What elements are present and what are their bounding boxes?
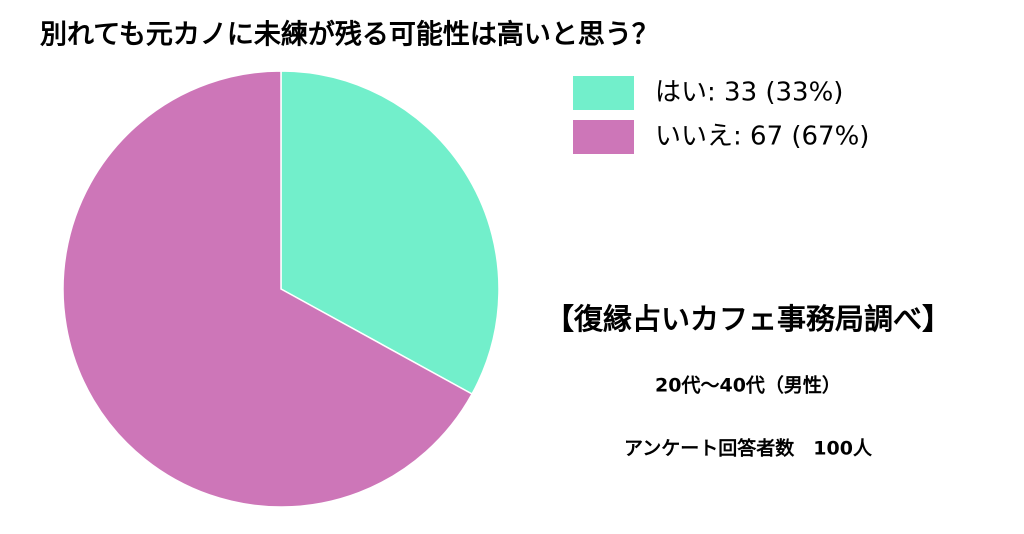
chart-title: 別れても元カノに未練が残る可能性は高いと思う？	[40, 19, 659, 51]
annotation: 20代〜40代（男性）	[655, 374, 841, 397]
legend-swatch	[573, 76, 634, 110]
legend-label: はい: 33 (33%)	[655, 78, 843, 108]
legend-swatch	[573, 120, 634, 154]
annotation: 【復縁占いカフェ事務局調べ】	[545, 302, 951, 336]
legend-label: いいえ: 67 (67%)	[655, 122, 869, 152]
annotation: アンケート回答者数 100人	[624, 437, 873, 460]
pie-slice	[280, 70, 500, 396]
pie-slice	[62, 70, 474, 508]
